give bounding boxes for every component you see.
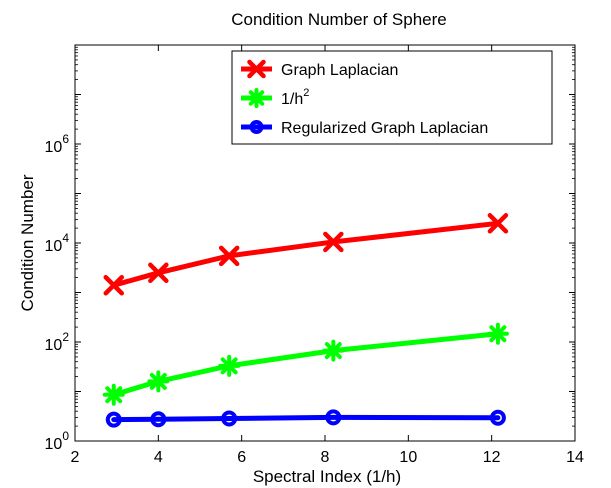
x-tick-label: 8 bbox=[321, 449, 330, 466]
y-tick-base: 10 bbox=[45, 238, 63, 255]
y-axis-label: Condition Number bbox=[18, 174, 37, 311]
x-tick-label: 12 bbox=[483, 449, 501, 466]
marker-star-stroke bbox=[149, 372, 167, 390]
legend-label-inverse-h-squared: 1/h2 bbox=[281, 87, 309, 108]
legend-label-regularized-graph-laplacian: Regularized Graph Laplacian bbox=[281, 120, 488, 137]
x-axis-ticks: 2 4 6 8 10 12 14 bbox=[71, 45, 584, 466]
marker-star bbox=[218, 354, 241, 377]
y-tick-exponent: 0 bbox=[62, 429, 69, 443]
legend-entry-inverse-h-squared: 1/h2 bbox=[241, 87, 309, 108]
y-tick-label: 104 bbox=[45, 231, 70, 255]
marker-star-stroke bbox=[105, 386, 123, 404]
marker-star-stroke bbox=[489, 325, 507, 343]
y-tick-exponent: 2 bbox=[62, 330, 69, 344]
marker-x-stroke bbox=[247, 59, 266, 79]
marker-star bbox=[246, 88, 267, 108]
marker-circle bbox=[249, 120, 264, 134]
marker-x bbox=[487, 213, 509, 234]
legend-label-superscript: 2 bbox=[303, 87, 309, 99]
series-group bbox=[102, 213, 509, 428]
series-line bbox=[111, 331, 501, 398]
legend-marker-x bbox=[247, 59, 266, 79]
marker-circle bbox=[325, 409, 342, 426]
x-tick-label: 14 bbox=[566, 449, 584, 466]
marker-star bbox=[486, 322, 509, 345]
series-line bbox=[111, 220, 501, 288]
marker-star bbox=[147, 370, 170, 393]
marker-x-stroke bbox=[103, 275, 124, 296]
marker-x bbox=[218, 245, 240, 267]
y-tick-label: 102 bbox=[45, 330, 70, 354]
series-1 bbox=[102, 322, 509, 406]
y-tick-exponent: 4 bbox=[62, 231, 69, 245]
marker-circle bbox=[105, 411, 122, 428]
marker-x bbox=[148, 262, 169, 284]
x-axis-label: Spectral Index (1/h) bbox=[253, 467, 401, 486]
legend-box bbox=[231, 50, 553, 145]
marker-x bbox=[103, 275, 124, 296]
legend-entry-regularized-graph-laplacian: Regularized Graph Laplacian bbox=[241, 120, 488, 137]
x-tick-label: 6 bbox=[237, 449, 246, 466]
x-tick-label: 10 bbox=[399, 449, 417, 466]
y-tick-exponent: 6 bbox=[62, 132, 69, 146]
legend: Graph Laplacian 1/h2 Regularized Graph L… bbox=[231, 50, 553, 145]
y-tick-label: 106 bbox=[45, 132, 70, 156]
marker-star-stroke bbox=[220, 357, 238, 375]
series-2 bbox=[105, 409, 506, 428]
y-tick-base: 10 bbox=[45, 337, 63, 354]
marker-circle bbox=[150, 411, 167, 428]
series-0 bbox=[103, 213, 509, 296]
legend-marker-star bbox=[246, 88, 267, 108]
marker-x-stroke bbox=[218, 245, 240, 267]
x-tick-label: 2 bbox=[71, 449, 80, 466]
legend-label-graph-laplacian: Graph Laplacian bbox=[281, 62, 398, 79]
y-tick-label: 100 bbox=[45, 429, 70, 453]
marker-star bbox=[102, 383, 125, 406]
chart-title: Condition Number of Sphere bbox=[231, 10, 446, 29]
marker-x-stroke bbox=[323, 231, 344, 253]
marker-x bbox=[247, 59, 266, 79]
legend-entry-graph-laplacian: Graph Laplacian bbox=[241, 59, 398, 79]
marker-circle bbox=[221, 410, 238, 427]
marker-star-stroke bbox=[324, 342, 342, 360]
series-line bbox=[111, 414, 501, 423]
marker-star bbox=[322, 339, 345, 362]
x-tick-label: 4 bbox=[154, 449, 163, 466]
y-tick-base: 10 bbox=[45, 436, 63, 453]
marker-star-stroke bbox=[248, 90, 265, 106]
marker-circle bbox=[489, 409, 506, 426]
marker-x-stroke bbox=[487, 213, 509, 234]
marker-x bbox=[323, 231, 344, 253]
marker-x-stroke bbox=[148, 262, 169, 284]
y-tick-base: 10 bbox=[45, 139, 63, 156]
legend-marker-circle bbox=[249, 120, 264, 134]
legend-label-main: 1/h bbox=[281, 91, 303, 108]
